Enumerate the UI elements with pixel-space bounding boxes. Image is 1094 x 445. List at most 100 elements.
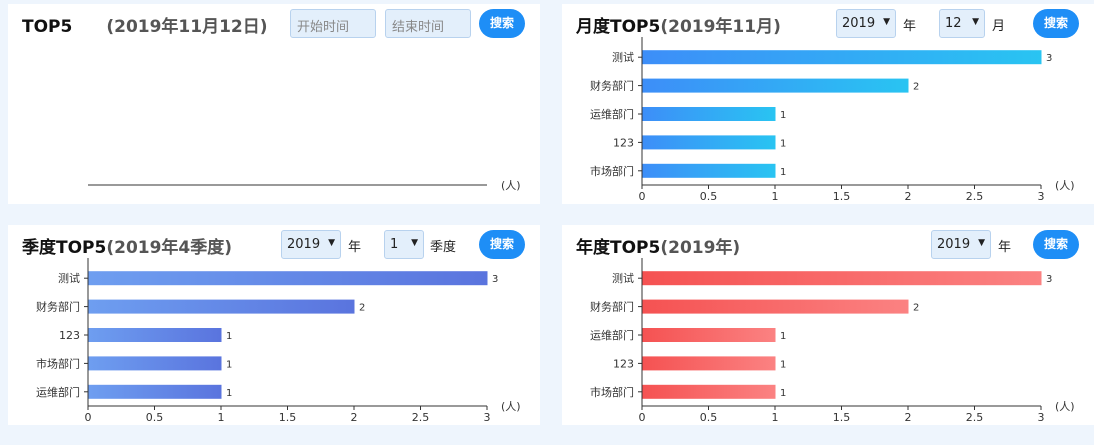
panel-title: 季度TOP5(2019年4季度) [22, 233, 232, 258]
bar[interactable] [642, 384, 776, 399]
bar[interactable] [88, 328, 222, 342]
yearly-search-button[interactable]: 搜索 [1033, 230, 1079, 259]
daily-search-button[interactable]: 搜索 [479, 9, 525, 38]
panel-title-text: 年度TOP5 [576, 238, 661, 258]
panel-subtitle: (2019年11月12日) [106, 17, 268, 37]
unit-label: (人) [501, 179, 521, 192]
chevron-down-icon: ▼ [883, 17, 890, 27]
bar[interactable] [88, 271, 488, 286]
bar[interactable] [642, 271, 1042, 286]
monthly-top5-panel: 0 0.5 1 1.5 2 2.5 3 测试 3 财务部门 2 运维部门 1 123 1 市场部门 1 (人) 月… [562, 4, 1094, 204]
panel-title: TOP5 (2019年11月12日) [22, 12, 268, 37]
value-label: 3 [492, 274, 498, 285]
value-label: 1 [780, 331, 786, 342]
category-label: 运维部门 [36, 385, 80, 399]
category-label: 财务部门 [590, 300, 634, 314]
yearly-year-select[interactable]: 2019 ▼ [931, 230, 991, 259]
unit-label: (人) [501, 400, 521, 413]
x-tick-label: 0 [639, 411, 646, 424]
bar[interactable] [642, 135, 776, 150]
value-label: 1 [226, 388, 232, 399]
value-label: 2 [913, 303, 919, 314]
monthly-top5-chart: 0 0.5 1 1.5 2 2.5 3 测试 3 财务部门 2 运维部门 1 123 1 市场部门 1 (人) [590, 37, 1075, 203]
quarterly-search-button[interactable]: 搜索 [479, 230, 525, 259]
x-tick-label: 3 [1038, 190, 1045, 203]
selected-value: 2019 [842, 16, 876, 31]
bar[interactable] [88, 299, 355, 314]
selected-value: 1 [390, 237, 399, 252]
monthly-year-select[interactable]: 2019 ▼ [836, 9, 896, 38]
bar[interactable] [642, 163, 776, 178]
year-unit-label: 年 [998, 240, 1012, 255]
selected-value: 2019 [937, 237, 971, 252]
value-label: 3 [1046, 274, 1052, 285]
end-time-input[interactable]: 结束时间 [385, 9, 471, 38]
bar[interactable] [642, 78, 909, 93]
bar[interactable] [88, 356, 222, 371]
quarter-unit-label: 季度 [430, 240, 457, 255]
x-tick-label: 2 [351, 411, 358, 424]
x-tick-label: 1 [772, 411, 779, 424]
bar[interactable] [642, 356, 776, 371]
x-tick-label: 2 [905, 190, 912, 203]
value-label: 2 [359, 303, 365, 314]
selected-value: 12 [945, 16, 962, 31]
quarterly-quarter-select[interactable]: 1 ▼ [384, 230, 424, 259]
x-tick-label: 0.5 [146, 411, 164, 424]
x-tick-label: 0.5 [700, 411, 718, 424]
panel-title-text: 月度TOP5 [576, 17, 661, 37]
x-tick-label: 3 [484, 411, 491, 424]
unit-label: (人) [1055, 400, 1075, 413]
bar[interactable] [642, 299, 909, 314]
unit-label: (人) [1055, 179, 1075, 192]
selected-value: 2019 [287, 237, 321, 252]
category-label: 运维部门 [590, 328, 634, 342]
daily-top5-panel: (人) TOP5 (2019年11月12日) 开始时间 结束时间 搜索 [8, 4, 540, 204]
category-label: 123 [613, 357, 634, 370]
month-unit-label: 月 [992, 19, 1006, 34]
quarterly-top5-chart: 0 0.5 1 1.5 2 2.5 3 测试 3 财务部门 2 123 1 市场部门 1 运维部门 1 (人) [36, 258, 521, 424]
value-label: 3 [1046, 53, 1052, 64]
value-label: 2 [913, 82, 919, 93]
yearly-top5-panel: 0 0.5 1 1.5 2 2.5 3 测试 3 财务部门 2 运维部门 1 123 1 市场部门 1 (人) 年… [562, 225, 1094, 425]
daily-top5-chart: (人) [88, 179, 521, 192]
start-time-input[interactable]: 开始时间 [290, 9, 376, 38]
panel-subtitle: (2019年4季度) [106, 238, 233, 258]
chevron-down-icon: ▼ [978, 238, 985, 248]
value-label: 1 [226, 359, 232, 370]
x-tick-label: 3 [1038, 411, 1045, 424]
panel-subtitle: (2019年) [660, 238, 741, 258]
chevron-down-icon: ▼ [411, 238, 418, 248]
year-unit-label: 年 [903, 19, 917, 34]
category-label: 测试 [58, 272, 80, 285]
quarterly-year-select[interactable]: 2019 ▼ [281, 230, 341, 259]
category-label: 运维部门 [590, 107, 634, 121]
x-tick-label: 1.5 [833, 190, 851, 203]
category-label: 123 [613, 136, 634, 149]
value-label: 1 [780, 388, 786, 399]
value-label: 1 [780, 359, 786, 370]
bar[interactable] [88, 384, 222, 399]
category-label: 市场部门 [36, 356, 80, 370]
category-label: 测试 [612, 272, 634, 285]
chevron-down-icon: ▼ [972, 17, 979, 27]
category-label: 市场部门 [590, 385, 634, 399]
x-tick-label: 0.5 [700, 190, 718, 203]
year-unit-label: 年 [348, 240, 362, 255]
monthly-month-select[interactable]: 12 ▼ [939, 9, 985, 38]
x-tick-label: 2.5 [966, 190, 984, 203]
x-tick-label: 1 [218, 411, 225, 424]
value-label: 1 [780, 167, 786, 178]
value-label: 1 [226, 331, 232, 342]
panel-title-text: 季度TOP5 [22, 238, 107, 258]
x-tick-label: 2.5 [412, 411, 430, 424]
bar[interactable] [642, 328, 776, 342]
panel-title: 年度TOP5(2019年) [576, 233, 740, 258]
panel-subtitle: (2019年11月) [660, 17, 781, 37]
bar[interactable] [642, 107, 776, 121]
bar[interactable] [642, 50, 1042, 65]
x-tick-label: 2 [905, 411, 912, 424]
value-label: 1 [780, 138, 786, 149]
x-tick-label: 1 [772, 190, 779, 203]
monthly-search-button[interactable]: 搜索 [1033, 9, 1079, 38]
